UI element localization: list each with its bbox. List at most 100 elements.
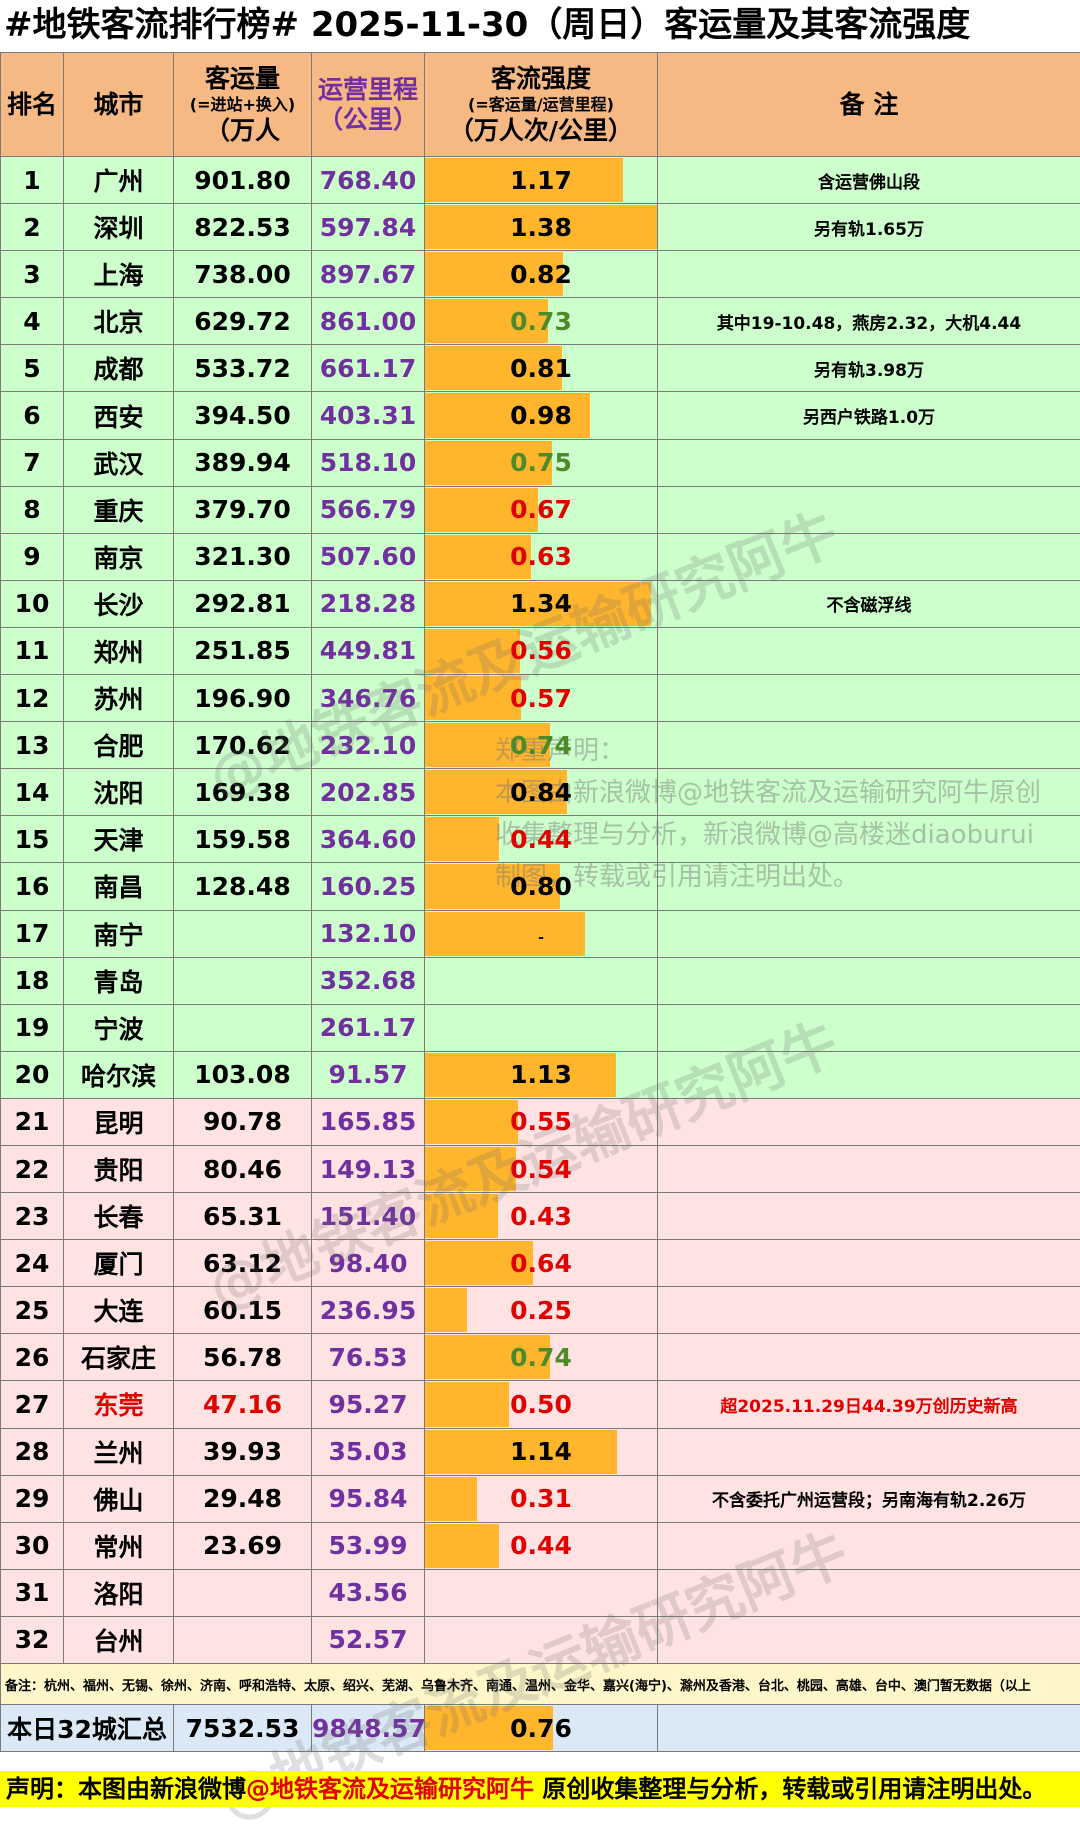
intensity-cell: - bbox=[425, 910, 658, 957]
header-volume: 客运量 (=进站+换入) （万人 bbox=[174, 53, 312, 157]
volume-cell: 389.94 bbox=[174, 439, 312, 486]
intensity-cell: 0.74 bbox=[425, 1334, 658, 1381]
table-header-row: 排名 城市 客运量 (=进站+换入) （万人 运营里程 （公里） 客流强度 (=… bbox=[1, 53, 1080, 157]
intensity-bar bbox=[425, 912, 585, 956]
mileage-cell: 151.40 bbox=[312, 1193, 425, 1240]
remark-cell bbox=[658, 627, 1080, 674]
intensity-cell: 0.82 bbox=[425, 251, 658, 298]
intensity-cell: 0.31 bbox=[425, 1475, 658, 1522]
city-cell: 佛山 bbox=[64, 1475, 174, 1522]
remark-cell bbox=[658, 1522, 1080, 1569]
summary-volume: 7532.53 bbox=[174, 1705, 312, 1752]
intensity-cell bbox=[425, 1569, 658, 1616]
mileage-cell: 76.53 bbox=[312, 1334, 425, 1381]
intensity-cell bbox=[425, 1616, 658, 1663]
rank-cell: 17 bbox=[1, 910, 64, 957]
intensity-value: 0.55 bbox=[510, 1107, 572, 1136]
intensity-value: 0.74 bbox=[510, 1343, 572, 1372]
rank-cell: 3 bbox=[1, 251, 64, 298]
footer-account: @地铁客流及运输研究阿牛 bbox=[246, 1775, 534, 1803]
intensity-value: 1.17 bbox=[510, 166, 572, 195]
intensity-value: 0.82 bbox=[510, 260, 572, 289]
mileage-cell: 132.10 bbox=[312, 910, 425, 957]
rank-cell: 12 bbox=[1, 675, 64, 722]
intensity-value: 0.43 bbox=[510, 1202, 572, 1231]
mileage-cell: 507.60 bbox=[312, 533, 425, 580]
rank-cell: 23 bbox=[1, 1193, 64, 1240]
mileage-cell: 43.56 bbox=[312, 1569, 425, 1616]
intensity-cell: 1.13 bbox=[425, 1051, 658, 1098]
rank-cell: 24 bbox=[1, 1240, 64, 1287]
remark-cell bbox=[658, 533, 1080, 580]
rank-cell: 5 bbox=[1, 345, 64, 392]
intensity-cell: 1.38 bbox=[425, 204, 658, 251]
intensity-value: 1.14 bbox=[510, 1437, 572, 1466]
intensity-cell: 0.56 bbox=[425, 627, 658, 674]
intensity-cell: 0.84 bbox=[425, 769, 658, 816]
intensity-cell bbox=[425, 957, 658, 1004]
remark-cell bbox=[658, 910, 1080, 957]
header-volume-unit: （万人 bbox=[174, 116, 311, 146]
rank-cell: 7 bbox=[1, 439, 64, 486]
intensity-value: 0.64 bbox=[510, 1249, 572, 1278]
volume-cell bbox=[174, 1616, 312, 1663]
remark-cell: 超2025.11.29日44.39万创历史新高 bbox=[658, 1381, 1080, 1428]
rank-cell: 25 bbox=[1, 1287, 64, 1334]
city-cell: 东莞 bbox=[64, 1381, 174, 1428]
mileage-cell: 403.31 bbox=[312, 392, 425, 439]
intensity-cell: 0.73 bbox=[425, 298, 658, 345]
volume-cell: 196.90 bbox=[174, 675, 312, 722]
header-volume-formula: (=进站+换入) bbox=[174, 94, 311, 116]
rank-cell: 22 bbox=[1, 1145, 64, 1192]
volume-cell: 738.00 bbox=[174, 251, 312, 298]
volume-cell: 128.48 bbox=[174, 863, 312, 910]
remark-cell bbox=[658, 1287, 1080, 1334]
intensity-cell: 0.74 bbox=[425, 722, 658, 769]
city-cell: 南宁 bbox=[64, 910, 174, 957]
intensity-cell: 0.55 bbox=[425, 1098, 658, 1145]
summary-label: 本日32城汇总 bbox=[1, 1705, 174, 1752]
mileage-cell: 768.40 bbox=[312, 157, 425, 204]
intensity-value: 0.25 bbox=[510, 1296, 572, 1325]
intensity-bar bbox=[425, 1147, 516, 1191]
intensity-value: 0.98 bbox=[510, 401, 572, 430]
volume-cell: 321.30 bbox=[174, 533, 312, 580]
page-title: #地铁客流排行榜# 2025-11-30（周日）客运量及其客流强度 bbox=[0, 0, 1080, 50]
intensity-bar bbox=[425, 629, 520, 673]
volume-cell: 23.69 bbox=[174, 1522, 312, 1569]
intensity-value: 0.80 bbox=[510, 872, 572, 901]
intensity-value: 0.75 bbox=[510, 448, 572, 477]
rank-cell: 29 bbox=[1, 1475, 64, 1522]
volume-cell: 60.15 bbox=[174, 1287, 312, 1334]
city-cell: 厦门 bbox=[64, 1240, 174, 1287]
remark-cell bbox=[658, 769, 1080, 816]
intensity-cell: 0.81 bbox=[425, 345, 658, 392]
header-mileage: 运营里程 （公里） bbox=[312, 53, 425, 157]
header-remarks: 备 注 bbox=[658, 53, 1080, 157]
volume-cell: 65.31 bbox=[174, 1193, 312, 1240]
remark-cell: 不含磁浮线 bbox=[658, 580, 1080, 627]
intensity-value: 1.34 bbox=[510, 589, 572, 618]
rank-cell: 16 bbox=[1, 863, 64, 910]
volume-cell: 170.62 bbox=[174, 722, 312, 769]
intensity-cell: 1.34 bbox=[425, 580, 658, 627]
summary-intensity: 0.76 bbox=[425, 1705, 658, 1752]
remark-cell bbox=[658, 1098, 1080, 1145]
mileage-cell: 861.00 bbox=[312, 298, 425, 345]
intensity-cell: 0.75 bbox=[425, 439, 658, 486]
city-cell: 石家庄 bbox=[64, 1334, 174, 1381]
